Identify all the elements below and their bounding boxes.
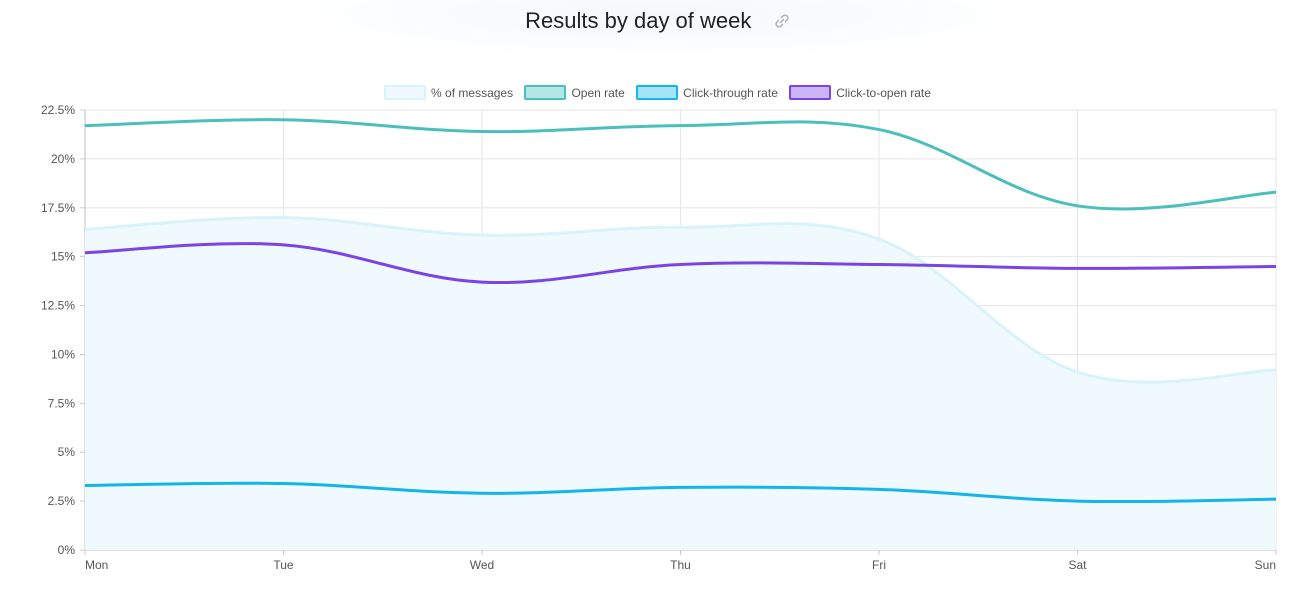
data-point-click-to-open-rate[interactable] (82, 250, 88, 256)
link-icon[interactable] (774, 13, 790, 29)
series-line-open-rate[interactable] (84, 118, 1277, 211)
data-point-of-messages[interactable] (82, 226, 88, 232)
data-point-of-messages[interactable] (1273, 367, 1279, 373)
chart-legend: % of messages Open rate Click-through ra… (0, 85, 1315, 101)
data-point-open-rate[interactable] (876, 127, 882, 133)
x-tick-label: Sun (1255, 558, 1276, 572)
legend-label-click-through: Click-through rate (683, 85, 778, 100)
data-point-click-through-rate[interactable] (82, 482, 88, 488)
data-point-click-to-open-rate[interactable] (678, 261, 684, 267)
legend-swatch-messages (384, 85, 427, 101)
legend-item-click-to-open[interactable]: Click-to-open rate (789, 85, 931, 101)
legend-swatch-click-to-open (789, 85, 832, 101)
data-point-click-through-rate[interactable] (281, 481, 287, 487)
data-point-open-rate[interactable] (1075, 203, 1081, 209)
area-of-messages (85, 217, 1276, 551)
data-point-open-rate[interactable] (1273, 189, 1279, 195)
legend-label-messages: % of messages (431, 85, 514, 100)
y-tick-label: 12.5% (41, 299, 75, 313)
x-tick-label: Thu (670, 558, 691, 572)
legend-item-open-rate[interactable]: Open rate (524, 85, 625, 101)
x-tick-label: Sat (1068, 558, 1087, 572)
x-tick-label: Mon (85, 558, 108, 572)
data-point-click-through-rate[interactable] (678, 484, 684, 490)
y-tick-label: 15% (51, 250, 75, 264)
data-point-of-messages[interactable] (876, 236, 882, 242)
data-point-open-rate[interactable] (479, 129, 485, 135)
data-point-click-through-rate[interactable] (1075, 498, 1081, 504)
data-point-click-through-rate[interactable] (1273, 496, 1279, 502)
data-point-click-to-open-rate[interactable] (876, 261, 882, 267)
y-tick-label: 17.5% (41, 201, 75, 215)
legend-label-open-rate: Open rate (571, 85, 625, 100)
data-point-of-messages[interactable] (281, 215, 287, 221)
legend-label-click-to-open: Click-to-open rate (836, 85, 931, 100)
data-point-open-rate[interactable] (281, 117, 287, 123)
legend-swatch-open-rate (524, 85, 567, 101)
data-point-click-through-rate[interactable] (876, 486, 882, 492)
data-point-of-messages[interactable] (1075, 369, 1081, 375)
data-point-click-through-rate[interactable] (479, 490, 485, 496)
y-tick-label: 7.5% (48, 396, 76, 410)
y-tick-label: 10% (51, 347, 75, 361)
legend-swatch-click-through (636, 85, 679, 101)
title-row: Results by day of week (0, 8, 1315, 34)
data-point-of-messages[interactable] (479, 232, 485, 238)
data-point-open-rate[interactable] (678, 123, 684, 129)
series-line-click-through-rate[interactable] (84, 481, 1277, 504)
data-point-click-to-open-rate[interactable] (1075, 265, 1081, 271)
data-point-click-to-open-rate[interactable] (281, 242, 287, 248)
data-point-click-to-open-rate[interactable] (479, 279, 485, 285)
x-tick-label: Wed (470, 558, 494, 572)
data-point-of-messages[interactable] (678, 224, 684, 230)
x-tick-label: Tue (273, 558, 294, 572)
y-tick-label: 0% (58, 543, 76, 557)
y-tick-label: 22.5% (41, 103, 75, 117)
data-point-open-rate[interactable] (82, 123, 88, 129)
y-tick-label: 20% (51, 152, 75, 166)
y-tick-label: 2.5% (48, 494, 76, 508)
data-point-click-to-open-rate[interactable] (1273, 263, 1279, 269)
legend-item-click-through[interactable]: Click-through rate (636, 85, 778, 101)
series-line-of-messages[interactable] (84, 215, 1277, 384)
chart-title: Results by day of week (525, 8, 752, 33)
x-tick-label: Fri (872, 558, 886, 572)
series-line-click-to-open-rate[interactable] (84, 242, 1277, 285)
legend-item-messages[interactable]: % of messages (384, 85, 514, 101)
y-tick-label: 5% (58, 445, 76, 459)
